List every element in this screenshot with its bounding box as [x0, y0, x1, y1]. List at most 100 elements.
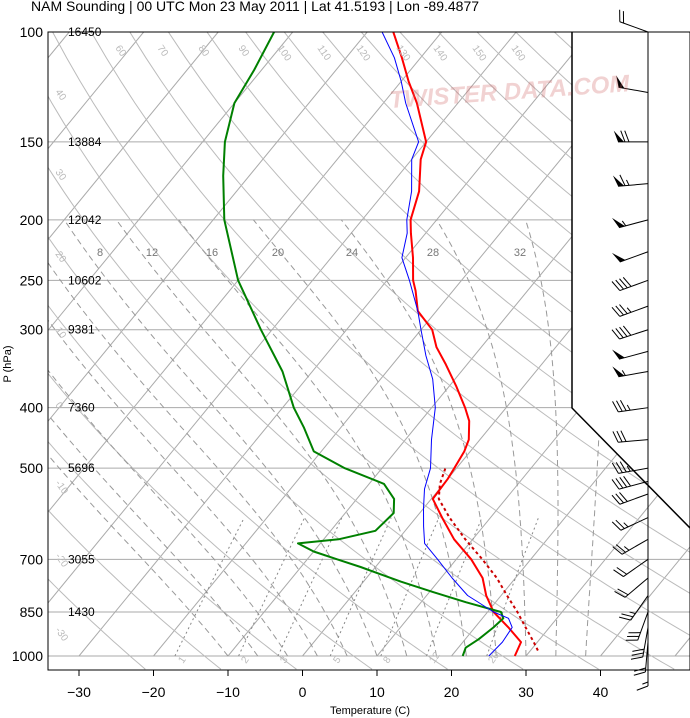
mixing-ratio-line: [380, 517, 440, 657]
wind-barb: [611, 277, 649, 292]
wind-barb: [636, 656, 649, 691]
barb-shaft: [619, 21, 649, 33]
barb-feather: [619, 461, 627, 473]
barb-feather: [621, 613, 634, 618]
barb-half-feather: [623, 546, 630, 551]
dry-adiabat: [48, 236, 524, 670]
mixing-bottom-label: 8: [381, 654, 393, 665]
barb-shaft: [621, 538, 649, 555]
barb-feather: [616, 400, 623, 412]
barb-feather: [619, 278, 628, 289]
barb-feather: [614, 591, 626, 598]
barb-pennant: [611, 252, 626, 263]
mixing-bottom-label: 3: [278, 654, 290, 665]
isotherm-line: [451, 364, 690, 657]
wind-barb: [611, 517, 649, 531]
wind-barb: [612, 217, 649, 229]
barb-half-feather: [629, 611, 636, 615]
barb-feather: [617, 588, 629, 596]
pressure-tick-100: 100: [20, 24, 44, 40]
adiabat-label: 20: [53, 249, 69, 265]
dry-adiabat: [48, 372, 373, 670]
barb-feather: [615, 328, 624, 339]
wind-barb: [619, 9, 649, 33]
height-label: 9381: [68, 323, 95, 337]
moist-adiabat: [48, 413, 259, 657]
barb-shaft: [618, 480, 649, 490]
height-label: 12042: [68, 213, 102, 227]
isotherm-line: [78, 32, 592, 657]
pressure-tick-400: 400: [20, 400, 44, 416]
barb-shaft: [642, 627, 649, 658]
barb-feather: [619, 477, 628, 488]
isotherm-label: 70: [155, 43, 171, 59]
barb-feather: [620, 430, 627, 442]
moist-adiabat: [48, 369, 289, 657]
dry-adiabat: [283, 32, 690, 397]
wind-barb: [612, 366, 649, 378]
pressure-tick-200: 200: [20, 212, 44, 228]
isotherm-label: 140: [431, 43, 450, 63]
series-virtual_temp: [381, 32, 513, 657]
isotherm-label: 60: [113, 43, 129, 59]
temperature-tick-20: 20: [444, 684, 460, 700]
barb-feather: [633, 671, 646, 676]
pressure-tick-300: 300: [20, 322, 44, 338]
dry-adiabat: [48, 578, 146, 670]
barb-shaft: [619, 305, 649, 317]
wind-barb: [613, 558, 649, 577]
barb-panel-edge: [571, 32, 690, 529]
barb-shaft: [620, 517, 649, 531]
isotherm-label: 160: [509, 43, 528, 63]
temperature-tick-30: 30: [518, 684, 534, 700]
barb-shaft: [618, 407, 649, 413]
barb-shaft: [619, 493, 649, 505]
moist-adiabat: [253, 219, 467, 657]
height-label: 1430: [68, 605, 95, 619]
wind-barb: [611, 461, 649, 474]
wind-barb: [625, 611, 649, 641]
dry-adiabat: [48, 166, 599, 670]
barb-feather: [622, 277, 632, 287]
barb-feather: [611, 306, 621, 317]
wind-barb: [612, 174, 649, 187]
isotherm-label: 130: [394, 43, 413, 63]
pressure-tick-150: 150: [20, 134, 44, 150]
wind-barb: [616, 75, 649, 93]
wind-barb: [611, 325, 649, 340]
moist-adiabat: [115, 219, 408, 657]
wind-barb: [611, 304, 649, 317]
adiabat-label: 30: [53, 167, 69, 183]
barb-feather: [616, 567, 627, 575]
dry-adiabat: [90, 32, 690, 594]
mixing-ratio-line: [277, 517, 343, 657]
wind-barb: [611, 492, 649, 505]
wind-barb: [612, 430, 649, 443]
dry-adiabat: [245, 32, 690, 435]
adiabat-label: 40: [53, 87, 69, 103]
temperature-tick-0: 0: [299, 684, 307, 700]
isotherm-line: [302, 182, 690, 657]
isotherm-line: [525, 455, 690, 657]
barb-feather: [612, 431, 619, 443]
series-temperature: [392, 32, 522, 657]
barb-feather: [620, 130, 626, 143]
barb-feather: [636, 685, 649, 691]
isotherm-label: 90: [236, 43, 252, 59]
pressure-tick-850: 850: [20, 604, 44, 620]
mixing-ratio-line: [329, 517, 392, 657]
mixing-ratio-label: 16: [206, 247, 218, 259]
barb-half-feather: [621, 370, 626, 376]
wind-barb: [612, 399, 649, 413]
barb-shaft: [619, 279, 649, 292]
temperature-tick-10: 10: [369, 684, 385, 700]
barb-feather: [619, 304, 628, 314]
isotherm-label: 100: [275, 43, 294, 63]
barb-feather: [632, 648, 645, 652]
barb-shaft: [623, 558, 649, 577]
barb-shaft: [644, 642, 649, 673]
barb-half-feather: [626, 465, 631, 472]
barb-feather: [624, 130, 630, 143]
barb-feather: [611, 521, 622, 531]
barb-shaft: [624, 577, 649, 598]
